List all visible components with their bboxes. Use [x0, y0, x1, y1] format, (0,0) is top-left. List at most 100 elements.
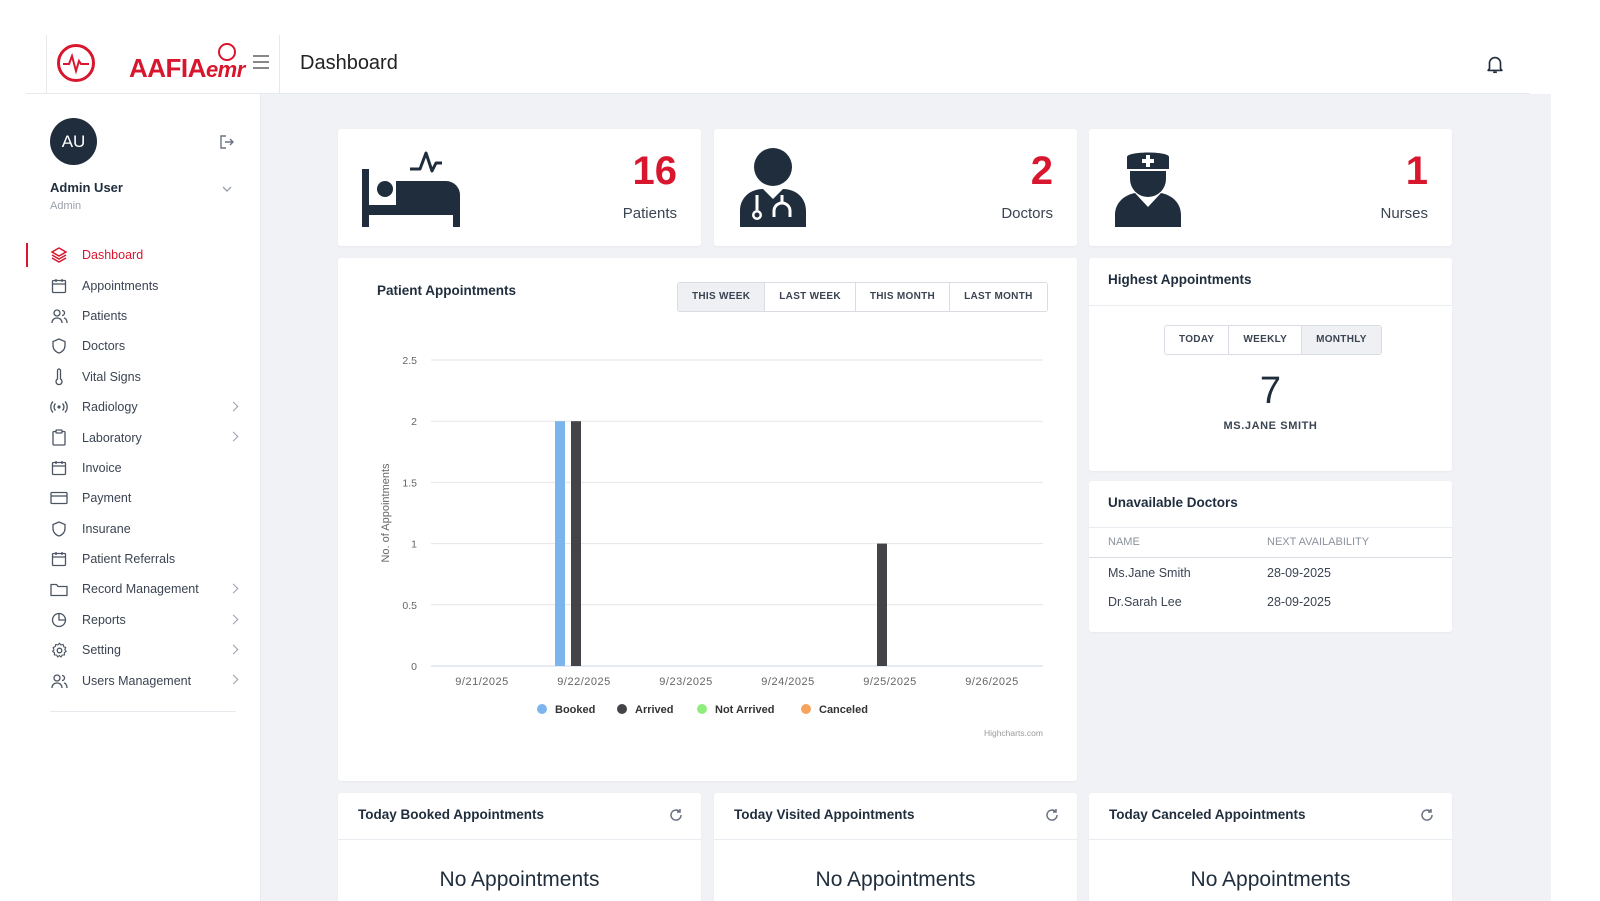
- chevron-right-icon: [228, 583, 239, 594]
- sidebar-item-payment[interactable]: Payment: [26, 483, 261, 513]
- sidebar-item-patient-referrals[interactable]: Patient Referrals: [26, 544, 261, 574]
- legend-label: Arrived: [635, 704, 674, 716]
- doctor-name-cell: Ms.Jane Smith: [1108, 566, 1191, 580]
- main-content: 16 Patients 2 Doctors 1 Nurses: [261, 94, 1551, 901]
- sidebar-item-doctors[interactable]: Doctors: [26, 331, 261, 361]
- today-visited-card: Today Visited Appointments No Appointmen…: [714, 793, 1077, 901]
- nurses-count: 1: [1405, 149, 1428, 193]
- sidebar-item-label: Setting: [82, 643, 121, 658]
- user-name: Admin User: [50, 180, 123, 195]
- logo-badge-icon: [218, 43, 236, 61]
- card-divider: [714, 839, 1077, 840]
- filter-monthly-button[interactable]: MONTHLY: [1302, 326, 1381, 354]
- thermometer-icon: [50, 368, 68, 386]
- filter-this-week-button[interactable]: THIS WEEK: [678, 283, 766, 311]
- today-canceled-card: Today Canceled Appointments No Appointme…: [1089, 793, 1452, 901]
- legend-label: Booked: [555, 704, 595, 716]
- y-tick-label: 1: [411, 539, 417, 551]
- hospital-bed-icon: [360, 147, 464, 234]
- sidebar: AU Admin User Admin Dashboard Appointmen…: [26, 94, 261, 901]
- folder-icon: [50, 580, 68, 598]
- chevron-right-icon: [228, 401, 239, 412]
- stat-card-nurses[interactable]: 1 Nurses: [1089, 129, 1452, 246]
- patients-count: 16: [632, 149, 678, 193]
- stat-card-patients[interactable]: 16 Patients: [338, 129, 701, 246]
- x-tick-label: 9/26/2025: [965, 676, 1018, 688]
- sidebar-item-label: Payment: [82, 491, 132, 506]
- sidebar-item-setting[interactable]: Setting: [26, 635, 261, 665]
- credit-card-icon: [50, 489, 68, 507]
- doctor-icon: [738, 147, 808, 234]
- doctor-name-cell: Dr.Sarah Lee: [1108, 595, 1182, 609]
- layers-icon: [50, 246, 68, 264]
- bar-booked: [555, 421, 565, 666]
- x-tick-label: 9/23/2025: [659, 676, 712, 688]
- column-header-next-availability: NEXT AVAILABILITY: [1267, 536, 1370, 548]
- filter-this-month-button[interactable]: THIS MONTH: [855, 283, 951, 311]
- sidebar-item-label: Record Management: [82, 582, 199, 597]
- legend-label: Canceled: [819, 704, 868, 716]
- chevron-down-icon[interactable]: [221, 182, 233, 194]
- sidebar-item-label: Insurane: [82, 521, 131, 536]
- avatar[interactable]: AU: [50, 118, 97, 165]
- top-header: AAFIAemr Dashboard: [26, 35, 1530, 94]
- sidebar-item-vital-signs[interactable]: Vital Signs: [26, 362, 261, 392]
- calendar-icon: [50, 277, 68, 295]
- legend-marker: [801, 704, 811, 714]
- highest-card-title: Highest Appointments: [1108, 272, 1252, 287]
- sidebar-item-radiology[interactable]: Radiology: [26, 392, 261, 422]
- calendar-icon: [50, 550, 68, 568]
- y-axis-label: No. of Appointments: [380, 463, 392, 563]
- nurses-label: Nurses: [1380, 205, 1428, 222]
- doctors-count: 2: [1030, 149, 1053, 193]
- chart-filter-group: THIS WEEK LAST WEEK THIS MONTH LAST MONT…: [677, 282, 1048, 312]
- highest-filter-group: TODAY WEEKLY MONTHLY: [1164, 325, 1382, 355]
- x-tick-label: 9/25/2025: [863, 676, 916, 688]
- unavailable-doctors-card: Unavailable Doctors NAME NEXT AVAILABILI…: [1089, 481, 1452, 632]
- chevron-right-icon: [228, 614, 239, 625]
- x-tick-label: 9/24/2025: [761, 676, 814, 688]
- sidebar-item-reports[interactable]: Reports: [26, 605, 261, 635]
- today-booked-title: Today Booked Appointments: [358, 807, 545, 822]
- doctors-label: Doctors: [1001, 205, 1053, 222]
- users-icon: [50, 672, 68, 690]
- filter-today-button[interactable]: TODAY: [1165, 326, 1230, 354]
- refresh-icon[interactable]: [669, 808, 683, 822]
- filter-last-month-button[interactable]: LAST MONTH: [950, 283, 1047, 311]
- brand-logo[interactable]: AAFIAemr: [129, 53, 245, 83]
- bell-icon[interactable]: [1484, 53, 1506, 75]
- stat-card-doctors[interactable]: 2 Doctors: [714, 129, 1077, 246]
- y-tick-label: 1.5: [402, 477, 417, 489]
- refresh-icon[interactable]: [1420, 808, 1434, 822]
- brand-logo-suffix: emr: [205, 57, 245, 82]
- logout-icon[interactable]: [219, 134, 235, 150]
- filter-last-week-button[interactable]: LAST WEEK: [765, 283, 856, 311]
- table-row[interactable]: Dr.Sarah Lee 28-09-2025: [1089, 588, 1452, 618]
- sidebar-item-invoice[interactable]: Invoice: [26, 453, 261, 483]
- table-header-divider: [1089, 557, 1452, 558]
- nurse-icon: [1113, 147, 1183, 234]
- sidebar-item-users-management[interactable]: Users Management: [26, 665, 261, 695]
- next-availability-cell: 28-09-2025: [1267, 595, 1331, 609]
- legend-marker: [697, 704, 707, 714]
- users-icon: [50, 307, 68, 325]
- shield-icon: [50, 337, 68, 355]
- sidebar-item-dashboard[interactable]: Dashboard: [26, 240, 261, 270]
- sidebar-item-laboratory[interactable]: Laboratory: [26, 422, 261, 452]
- card-divider: [1089, 527, 1452, 528]
- sidebar-item-patients[interactable]: Patients: [26, 301, 261, 331]
- sidebar-item-record-management[interactable]: Record Management: [26, 574, 261, 604]
- sidebar-item-appointments[interactable]: Appointments: [26, 270, 261, 300]
- table-row[interactable]: Ms.Jane Smith 28-09-2025: [1089, 559, 1452, 589]
- refresh-icon[interactable]: [1045, 808, 1059, 822]
- filter-weekly-button[interactable]: WEEKLY: [1229, 326, 1303, 354]
- sidebar-item-label: Users Management: [82, 673, 192, 688]
- x-tick-label: 9/21/2025: [455, 676, 508, 688]
- appointments-bar-chart: 0 0.5 1 1.5 2 2.5 No. of Appointments 9/21/2025…: [380, 355, 1043, 738]
- y-tick-label: 0.5: [402, 600, 417, 612]
- chevron-right-icon: [228, 675, 239, 685]
- next-availability-cell: 28-09-2025: [1267, 566, 1331, 580]
- menu-toggle-icon[interactable]: [253, 55, 269, 69]
- sidebar-item-insurance[interactable]: Insurane: [26, 514, 261, 544]
- patient-appointments-card: Patient Appointments THIS WEEK LAST WEEK…: [338, 258, 1077, 781]
